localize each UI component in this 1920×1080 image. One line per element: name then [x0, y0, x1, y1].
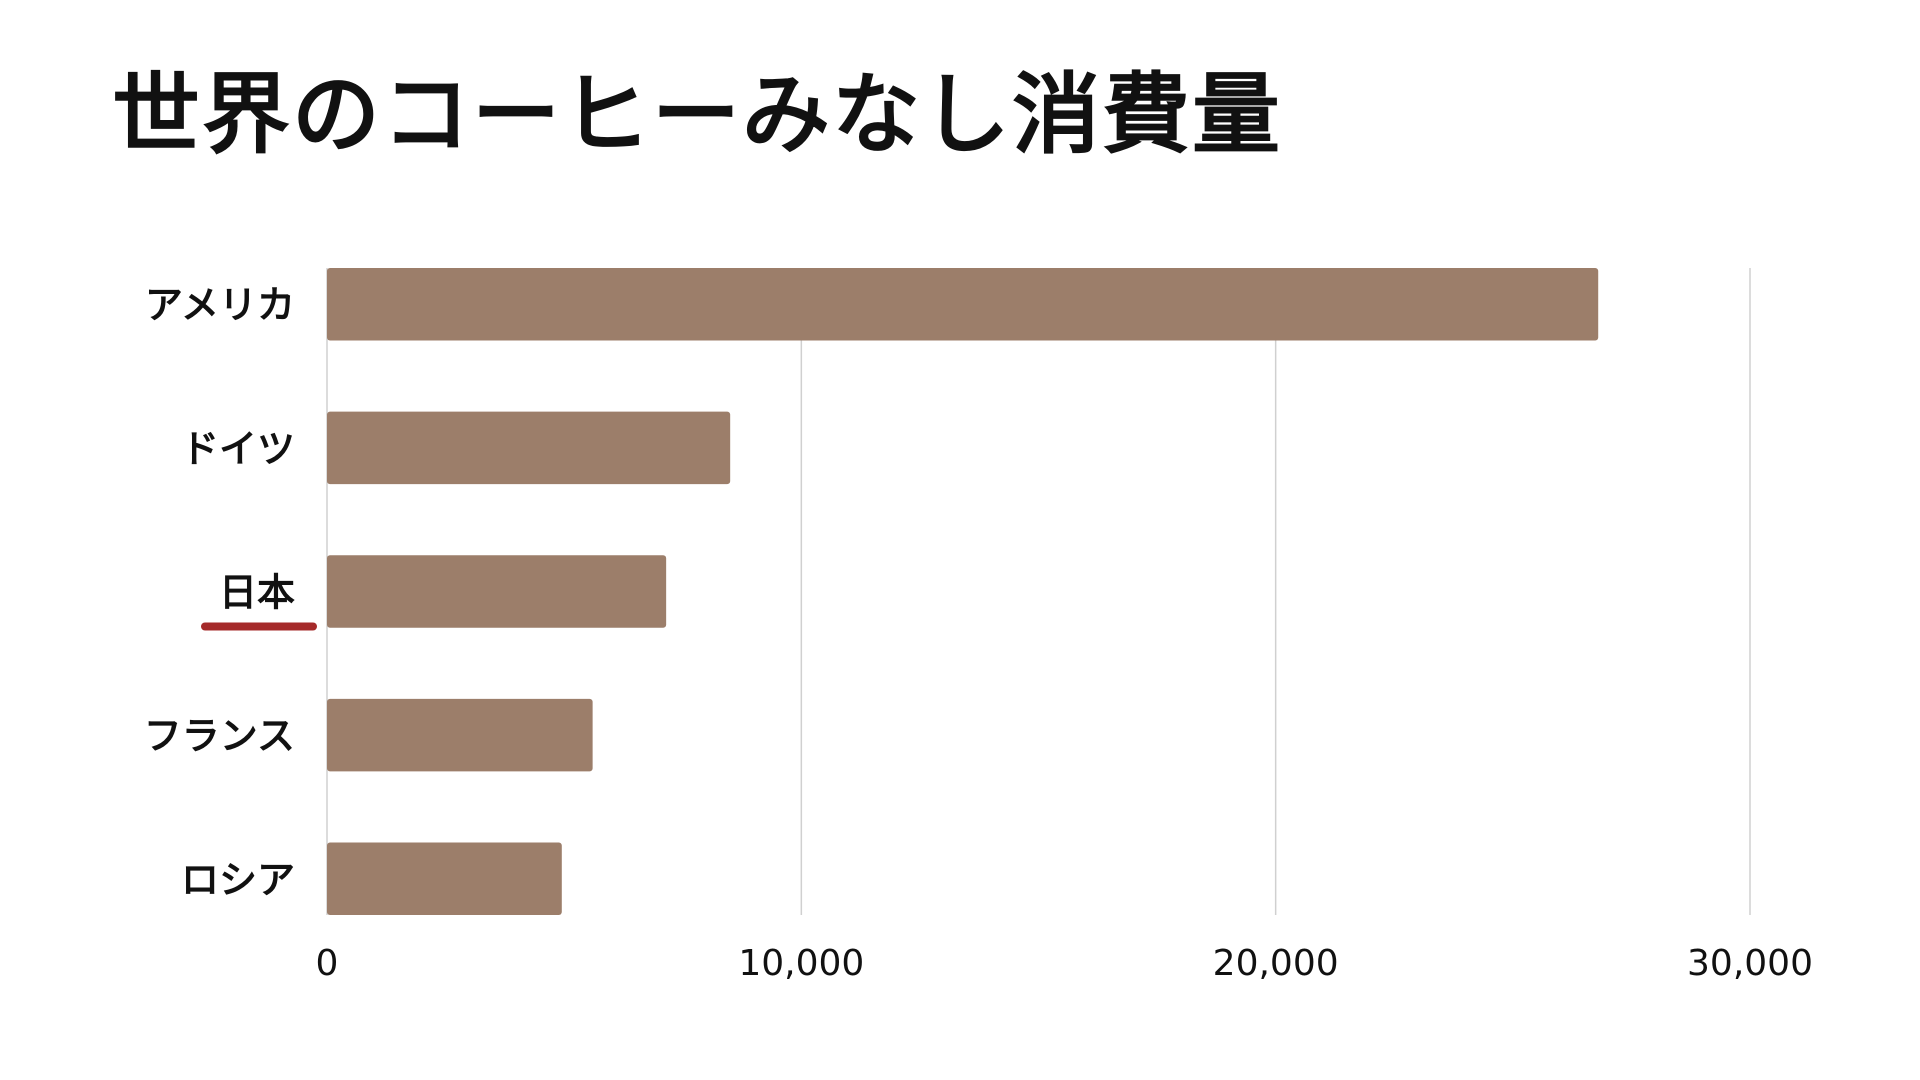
bar-4	[327, 842, 562, 915]
chart-title: 世界のコーヒーみなし消費量	[112, 63, 1283, 166]
x-tick-label-2: 20,000	[1213, 943, 1339, 984]
bar-1	[327, 411, 731, 485]
bar-3	[327, 698, 593, 772]
bar-0	[327, 268, 1599, 341]
category-label-4: ロシア	[181, 858, 295, 902]
x-tick-label-0: 0	[316, 943, 339, 984]
category-label-3: フランス	[144, 714, 295, 758]
category-label-0: アメリカ	[145, 283, 295, 327]
category-label-2: 日本	[219, 571, 295, 615]
x-axis-ticks: 0 10,000 20,000 30,000	[316, 943, 1813, 984]
bars	[327, 268, 1599, 915]
x-tick-label-1: 10,000	[738, 943, 864, 984]
gridlines	[326, 268, 1751, 915]
bar-2	[327, 555, 667, 628]
x-tick-label-3: 30,000	[1687, 943, 1813, 984]
category-label-1: ドイツ	[181, 427, 295, 471]
